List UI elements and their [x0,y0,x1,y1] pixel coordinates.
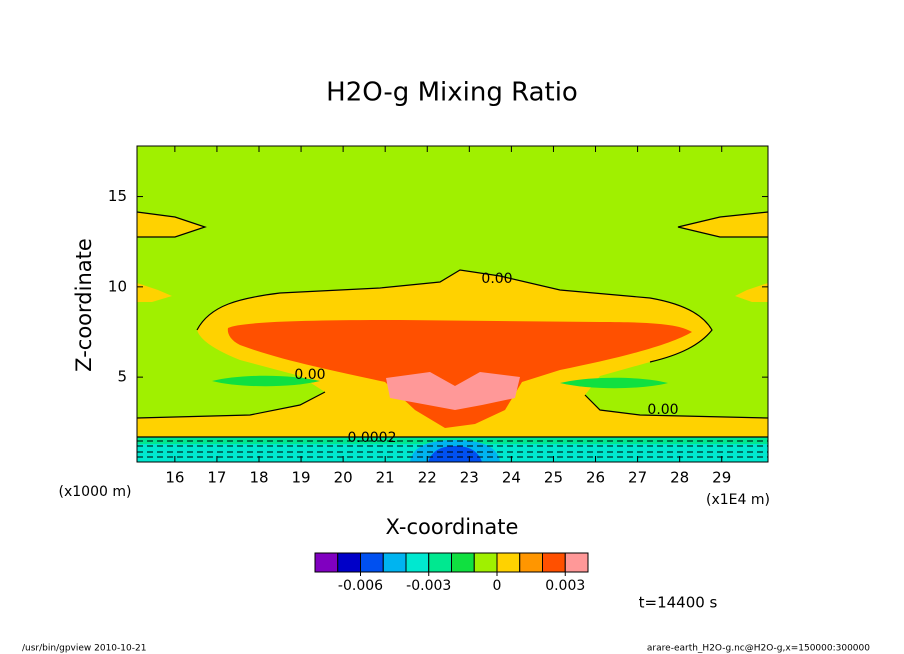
contour-fill [678,212,768,237]
x-tick-label: 18 [249,469,268,487]
footer-left: /usr/bin/gpview 2010-10-21 [22,644,146,654]
contour-label: 0.00 [481,271,512,287]
colorbar-box [314,552,339,573]
contour-line [136,211,207,238]
y-axis-label: Z-coordinate [72,238,96,372]
x-unit: (x1E4 m) [706,492,770,508]
x-tick-label: 26 [586,469,605,487]
colorbar-tick-label: 0 [493,578,502,594]
colorbar-tick-label: -0.006 [338,578,383,594]
plot-frame [136,145,769,463]
y-tick-label: 15 [108,187,127,205]
x-tick-label: 21 [376,469,395,487]
contour-fill [227,320,692,428]
contour-fill [560,377,668,389]
colorbar-box [382,552,407,573]
y-unit: (x1000 m) [59,484,132,500]
x-tick-label: 17 [207,469,226,487]
footer-right: arare-earth_H2O-g.nc@H2O-g,x=150000:3000… [647,644,870,654]
y-tick-label: 10 [108,277,127,295]
x-axis-label: X-coordinate [386,515,519,539]
x-tick-label: 25 [544,469,563,487]
colorbar-box [360,552,384,573]
colorbar-tick-label: 0.003 [545,578,585,594]
colorbar-tick-label: -0.003 [406,578,451,594]
contour-line [677,211,769,238]
x-tick-label: 27 [628,469,647,487]
x-tick-label: 24 [502,469,521,487]
contour-line [136,391,326,419]
colorbar-box [564,552,589,573]
colorbar-box [473,552,498,573]
x-tick-label: 20 [334,469,353,487]
colorbar-box [405,552,430,573]
y-tick-label: 5 [117,368,127,386]
contour-label: 0.00 [294,367,325,383]
x-tick-label: 23 [460,469,479,487]
x-tick-label: 19 [292,469,311,487]
colorbar-box [428,552,452,573]
x-tick-label: 22 [418,469,437,487]
time-label: t=14400 s [639,594,718,612]
x-tick-label: 29 [712,469,731,487]
contour-fill [428,446,482,462]
colorbar-box [451,552,475,573]
colorbar-box [519,552,543,573]
contour-label: 0.0002 [348,430,397,446]
contour-line [584,394,769,419]
contour-fill [386,372,520,410]
colorbar-box [337,552,361,573]
contour-line [196,269,713,363]
contour-fill [212,375,320,387]
contour-label: 0.00 [647,402,678,418]
colorbar-box [496,552,521,573]
x-tick-label: 28 [670,469,689,487]
chart-title: H2O-g Mixing Ratio [326,78,578,108]
contour-fill [137,283,172,302]
contour-fill [137,212,205,237]
contour-fill [735,283,768,302]
colorbar-box [542,552,566,573]
x-tick-label: 16 [165,469,184,487]
